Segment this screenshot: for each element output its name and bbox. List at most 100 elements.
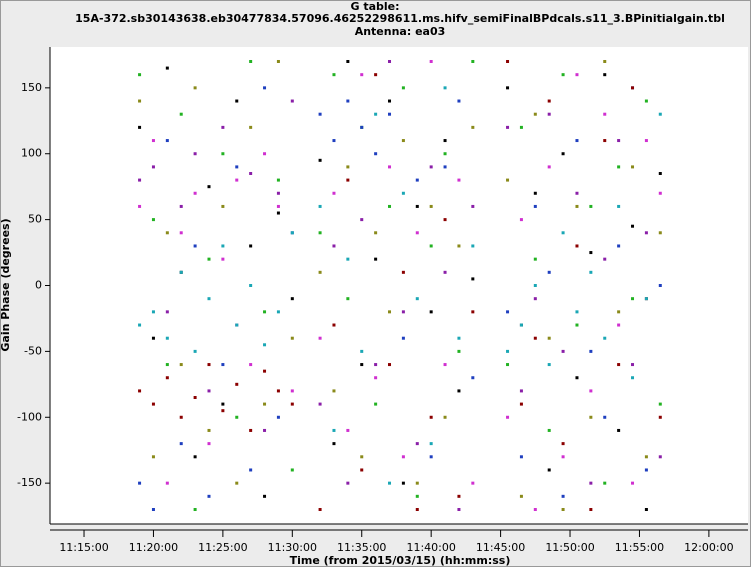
data-point [401,455,405,459]
data-point [138,99,142,103]
data-point [151,402,155,406]
data-point [443,86,447,90]
data-point [561,349,565,353]
data-point [249,125,253,129]
data-point [290,402,294,406]
data-point [617,244,621,248]
data-point [249,244,253,248]
data-point [151,455,155,459]
data-point [429,244,433,248]
data-point [179,231,183,235]
data-point [332,389,336,393]
data-point [443,165,447,169]
data-point [603,257,607,261]
data-point [443,152,447,156]
data-point [318,508,322,512]
data-point [401,481,405,485]
data-point [388,112,392,116]
data-point [318,204,322,208]
data-point [575,73,579,77]
data-point [374,376,378,380]
data-point [644,231,648,235]
data-point [360,363,364,367]
data-point [249,284,253,287]
data-point [332,428,336,432]
data-point [374,112,378,116]
data-point [429,165,433,169]
data-point [179,442,183,446]
data-point [658,112,662,116]
data-point [346,165,350,169]
data-point [165,310,169,314]
data-point [575,191,579,195]
data-point [533,257,537,261]
data-point [443,139,447,143]
data-point [235,323,239,327]
data-point [221,244,225,248]
data-point [533,508,537,512]
data-point [179,112,183,116]
data-point [631,297,635,301]
data-point [207,494,211,498]
data-point [151,139,155,143]
y-tick-label: -150 [17,476,42,489]
data-point [207,442,211,446]
data-point [388,363,392,367]
data-point [193,86,197,90]
data-point [207,257,211,261]
data-point [290,468,294,472]
data-point [249,363,253,367]
data-point [193,191,197,195]
y-axis-label: Gain Phase (degrees) [0,218,12,351]
data-point [506,310,510,314]
data-point [221,125,225,129]
data-point [263,428,267,432]
data-point [471,277,475,281]
y-tick-label: -50 [24,344,42,357]
data-point [471,376,475,380]
data-point [249,428,253,432]
data-point [506,415,510,419]
y-tick-label: 100 [21,147,42,160]
data-point [658,284,662,287]
data-point [207,363,211,367]
data-point [547,336,551,340]
data-point [506,86,510,90]
data-point [631,224,635,228]
data-point [401,310,405,314]
data-point [193,396,197,400]
data-point [644,455,648,459]
data-point [346,428,350,432]
data-point [415,231,419,235]
data-point [138,389,142,393]
data-point [415,442,419,446]
y-tick-label: 150 [21,81,42,94]
data-point [547,363,551,367]
data-point [561,152,565,156]
data-point [589,481,593,485]
data-point [644,139,648,143]
data-point [374,402,378,406]
data-point [561,73,565,77]
data-point [457,349,461,353]
x-tick-label: 11:25:00 [198,541,247,554]
x-tick-label: 11:35:00 [337,541,386,554]
data-point [457,244,461,248]
data-point [589,508,593,512]
data-point [165,363,169,367]
data-point [138,125,142,129]
data-point [561,231,565,235]
x-tick-label: 11:45:00 [476,541,525,554]
data-point [519,402,523,406]
data-point [374,257,378,261]
data-point [138,73,142,77]
data-point [471,481,475,485]
data-point [221,363,225,367]
data-point [276,178,280,182]
data-point [235,178,239,182]
data-point [332,442,336,446]
chart-subtitle: 15A-372.sb30143638.eb30477834.57096.4625… [75,12,725,25]
data-point [276,204,280,208]
data-point [519,323,523,327]
